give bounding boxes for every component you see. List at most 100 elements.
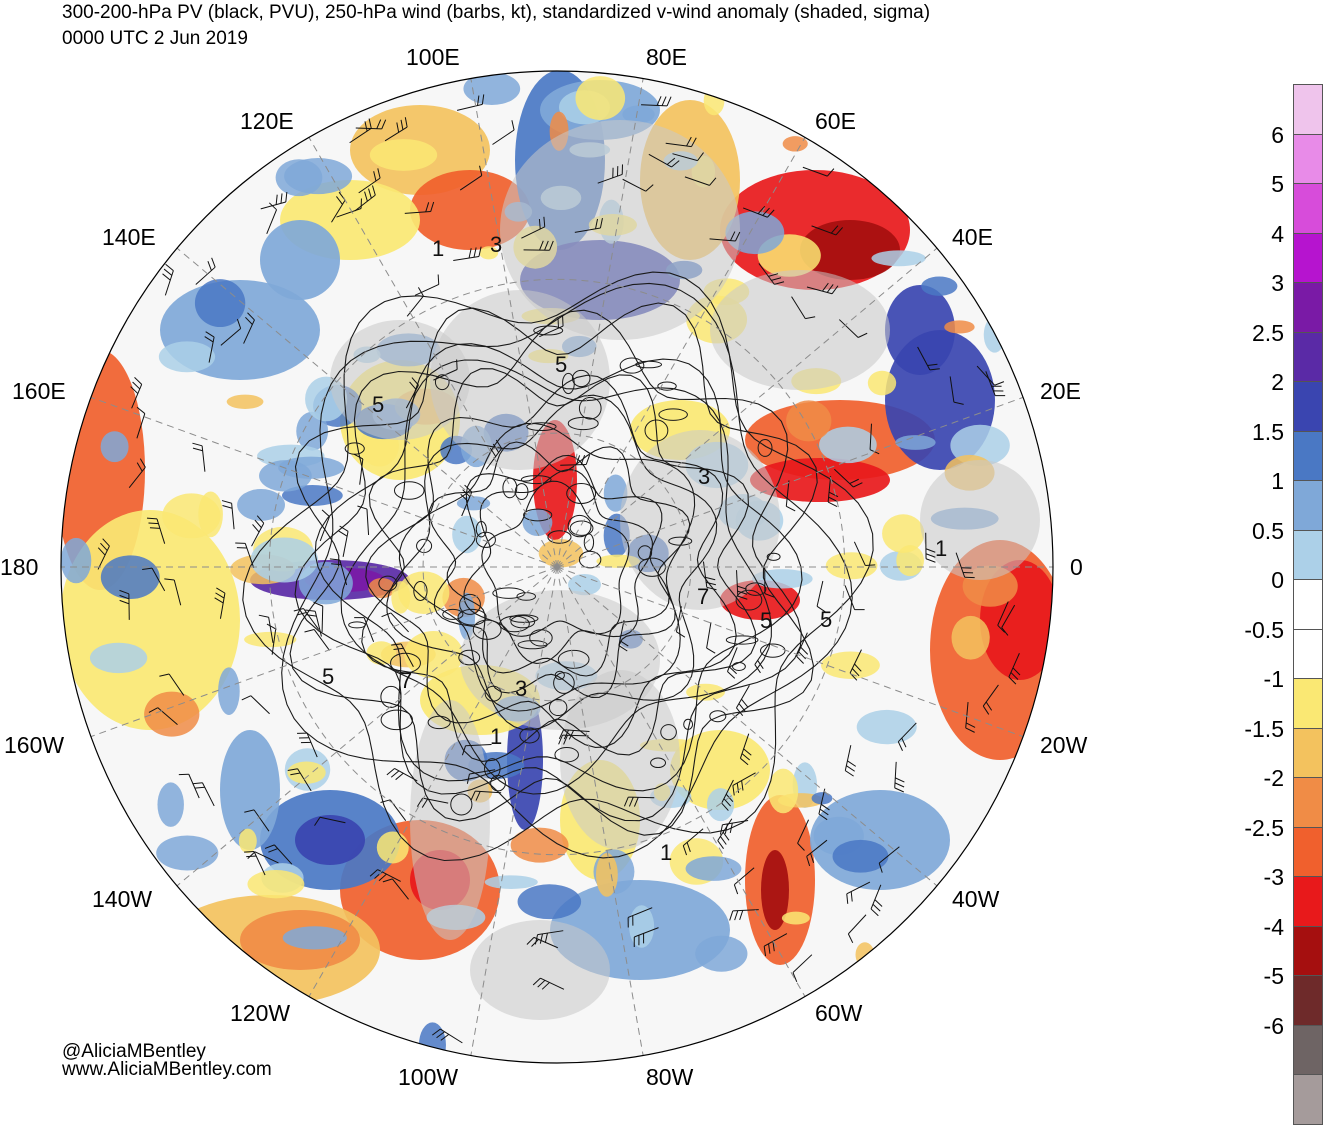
anomaly-region [60, 510, 240, 730]
pv-contour-label: 1 [660, 840, 672, 865]
colorbar-tick-label: 6 [1220, 122, 1284, 148]
anomaly-patch [704, 87, 725, 116]
anomaly-patch [157, 782, 183, 827]
lon-label-20w: 20W [1040, 732, 1087, 758]
lon-label-80e: 80E [646, 44, 687, 70]
anomaly-patch [921, 277, 957, 296]
land-area [470, 920, 610, 1020]
colorbar-swatch [1293, 480, 1323, 531]
anomaly-patch [247, 870, 304, 898]
colorbar-tick-label: 4 [1220, 221, 1284, 247]
lon-label-60w: 60W [815, 1000, 862, 1026]
anomaly-patch [819, 427, 877, 463]
colorbar-tick-label: 2.5 [1220, 320, 1284, 346]
colorbar-tick-label: -6 [1220, 1013, 1284, 1039]
colorbar-swatch [1293, 1025, 1323, 1076]
anomaly-patch [276, 159, 323, 196]
colorbar-swatch [1293, 777, 1323, 828]
colorbar-tick-label: -0.5 [1220, 617, 1284, 643]
colorbar-swatch [1293, 926, 1323, 977]
anomaly-patch [463, 72, 520, 105]
colorbar-swatch [1293, 876, 1323, 927]
colorbar-tick-label: 2 [1220, 369, 1284, 395]
colorbar-swatch [1293, 629, 1323, 680]
colorbar-tick-label: -2.5 [1220, 815, 1284, 841]
anomaly-patch [283, 926, 347, 949]
anomaly-patch [768, 769, 798, 814]
colorbar-tick-label: -1.5 [1220, 716, 1284, 742]
anomaly-patch [952, 616, 990, 660]
land-area [710, 270, 890, 390]
wind-barb-staff [560, 465, 586, 466]
colorbar-swatch [1293, 233, 1323, 284]
colorbar-tick-label: -4 [1220, 914, 1284, 940]
anomaly-patch [518, 884, 582, 919]
anomaly-patch [856, 942, 875, 967]
anomaly-patch [198, 491, 223, 537]
pv-contour-label: 3 [698, 464, 710, 489]
anomaly-patch [391, 581, 410, 613]
lon-label-180: 180 [0, 554, 38, 580]
anomaly-patch [156, 836, 218, 871]
anomaly-patch [101, 555, 160, 599]
anomaly-patch [244, 632, 296, 647]
lon-label-160w: 160W [4, 732, 64, 758]
colorbar-swatch [1293, 728, 1323, 779]
anomaly-patch [707, 788, 734, 821]
credit-website: www.AliciaMBentley.com [62, 1060, 272, 1080]
colorbar-tick-label: 5 [1220, 171, 1284, 197]
pv-contour-label: 5 [372, 392, 384, 417]
anomaly-patch [144, 692, 199, 737]
colorbar-swatch [1293, 332, 1323, 383]
colorbar-swatch [1293, 827, 1323, 878]
anomaly-patch [596, 853, 618, 897]
anomaly-patch [575, 76, 625, 120]
pv-contour-label: 1 [935, 536, 947, 561]
anomaly-patch [159, 341, 215, 372]
anomaly-patch [90, 643, 147, 673]
anomaly-patch [786, 400, 831, 441]
pv-contour-label: 1 [490, 724, 502, 749]
colorbar-tick-label: 1 [1220, 468, 1284, 494]
lon-label-60e: 60E [815, 108, 856, 134]
colorbar-tick-label: 0 [1220, 567, 1284, 593]
pv-contour-label: 3 [515, 676, 527, 701]
anomaly-region [260, 220, 340, 300]
colorbar-swatch [1293, 134, 1323, 185]
land-area [410, 700, 490, 940]
lon-label-120w: 120W [230, 1000, 290, 1026]
colorbar-tick-label: -1 [1220, 666, 1284, 692]
colorbar-tick-label: 0.5 [1220, 518, 1284, 544]
wind-barb-feather [147, 518, 157, 519]
anomaly-patch [101, 431, 129, 462]
anomaly-patch [237, 489, 285, 521]
anomaly-patch [833, 840, 889, 873]
colorbar-swatch [1293, 1074, 1323, 1125]
pv-contour-label: 5 [322, 664, 334, 689]
lon-label-40w: 40W [952, 886, 999, 912]
lon-label-100w: 100W [398, 1064, 458, 1090]
anomaly-patch [485, 875, 538, 889]
lon-label-140e: 140E [102, 224, 156, 250]
anomaly-patch [868, 371, 896, 396]
colorbar [1293, 84, 1323, 1080]
colorbar-swatch [1293, 678, 1323, 729]
colorbar-swatch [1293, 282, 1323, 333]
pv-contour-label: 1 [432, 236, 444, 261]
wind-barb-feather [865, 565, 875, 566]
lon-label-140w: 140W [92, 886, 152, 912]
wind-barb-staff [628, 797, 654, 798]
colorbar-swatch [1293, 84, 1323, 135]
anomaly-patch [857, 710, 917, 744]
pv-contour-label: 7 [400, 668, 412, 693]
pv-contour-label: 7 [697, 584, 709, 609]
anomaly-patch [259, 460, 312, 491]
wind-barb-feather [438, 274, 439, 284]
anomaly-patch [821, 652, 880, 679]
colorbar-swatch [1293, 579, 1323, 630]
lon-label-120e: 120E [240, 108, 294, 134]
wind-barb-feather [244, 852, 254, 853]
anomaly-region [295, 815, 365, 865]
anomaly-patch [218, 667, 240, 715]
